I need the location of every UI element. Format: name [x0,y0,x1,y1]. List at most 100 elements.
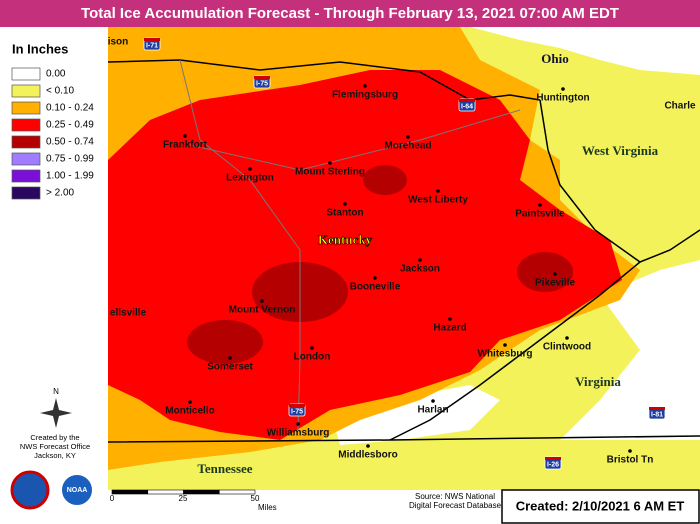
legend-label: 0.75 - 0.99 [46,154,94,165]
city-label: Bristol Tn [607,455,654,466]
city-dot [188,400,192,404]
highway-label: I-26 [547,461,559,468]
nws-logo [10,470,50,510]
state-border [389,261,641,441]
city-label: Paintsville [515,209,565,220]
scale-unit: Miles [258,503,277,512]
highway-label: I-75 [291,408,303,415]
scale-segment [183,489,220,495]
city-dot [310,346,314,350]
city-label: Hazard [433,323,466,334]
state-label: Tennessee [197,461,252,476]
source-line: Digital Forecast Database [409,501,502,510]
credit-line: Created by the [30,433,79,442]
legend-swatch [11,186,41,200]
city-label: ellsville [110,308,147,319]
ice-area-dark-red [517,252,573,292]
legend-swatch [11,152,41,166]
legend-label: 0.25 - 0.49 [46,120,94,131]
legend-swatch [11,101,41,115]
no-ice-area [560,260,700,440]
scale-label: 50 [251,494,260,503]
city-dot [553,272,557,276]
road [189,109,521,171]
legend-label: > 2.00 [46,188,75,199]
city-label: Clintwood [543,342,591,353]
city-label: Monticello [165,406,214,417]
state-border [539,99,700,263]
city-label: Williamsburg [267,428,330,439]
state-label: Ohio [541,51,568,66]
highway-label: I-64 [461,103,473,110]
city-dot [561,87,565,91]
city-label: Frankfort [163,140,208,151]
state-border [107,435,700,443]
credit-line: NWS Forecast Office [20,442,90,451]
city-label: London [294,352,331,363]
scale-segment [111,489,149,495]
city-dot [565,336,569,340]
city-label: Flemingsburg [332,90,398,101]
road [179,59,301,431]
city-dot [183,134,187,138]
map [107,27,700,490]
scale-segment [218,489,256,495]
highway-shield-top [459,99,475,102]
city-label: Booneville [350,282,401,293]
highway-shield-top [254,76,270,79]
city-dot [406,135,410,139]
city-dot [328,161,332,165]
highway-label: I-81 [651,411,663,418]
city-label: West Liberty [408,195,468,206]
legend-swatch [11,84,41,98]
state-label: Kentucky [318,232,373,247]
city-dot [436,189,440,193]
city-label: Jackson [400,264,440,275]
title: Total Ice Accumulation Forecast - Throug… [81,5,619,22]
highway-shield-top [545,457,561,460]
city-label: Middlesboro [338,450,397,461]
city-dot [366,444,370,448]
title-bar [0,0,700,27]
city-dot [363,84,367,88]
city-dot [538,203,542,207]
highway-shield-top [649,407,665,410]
city-dot [248,167,252,171]
city-label: Harlan [417,405,448,416]
created-label: Created: 2/10/2021 6 AM ET [516,498,685,513]
compass-label: N [53,387,59,396]
legend-swatch [11,118,41,132]
legend-label: 1.00 - 1.99 [46,171,94,182]
legend-label: 0.10 - 0.24 [46,103,94,114]
ice-area-dark-red [363,165,407,195]
legend-swatch [11,135,41,149]
city-label: Stanton [326,208,363,219]
city-dot [228,356,232,360]
created-box [501,489,700,524]
city-label: Huntington [536,93,589,104]
legend-label: 0.50 - 0.74 [46,137,94,148]
highway-label: I-71 [146,42,158,49]
city-dot [503,343,507,347]
ice-area-dark-red [187,320,263,364]
state-label: Virginia [575,374,621,389]
state-border [107,59,541,101]
city-label: Morehead [384,141,431,152]
scale-label: 0 [110,494,115,503]
scale-label: 25 [179,494,188,503]
compass [40,398,72,428]
legend-label: 0.00 [46,69,66,80]
credit-line: Jackson, KY [34,451,76,460]
city-dot [260,299,264,303]
noaa-logo [60,473,94,507]
legend-label: < 0.10 [46,86,75,97]
city-dot [296,422,300,426]
legend-swatch [11,169,41,183]
noaa-label: NOAA [67,487,88,494]
legend-title: In Inches [12,41,68,56]
city-dot [448,317,452,321]
city-label: Mount Vernon [229,305,296,316]
highway-shield-top [289,404,305,407]
no-ice-area [470,27,700,75]
